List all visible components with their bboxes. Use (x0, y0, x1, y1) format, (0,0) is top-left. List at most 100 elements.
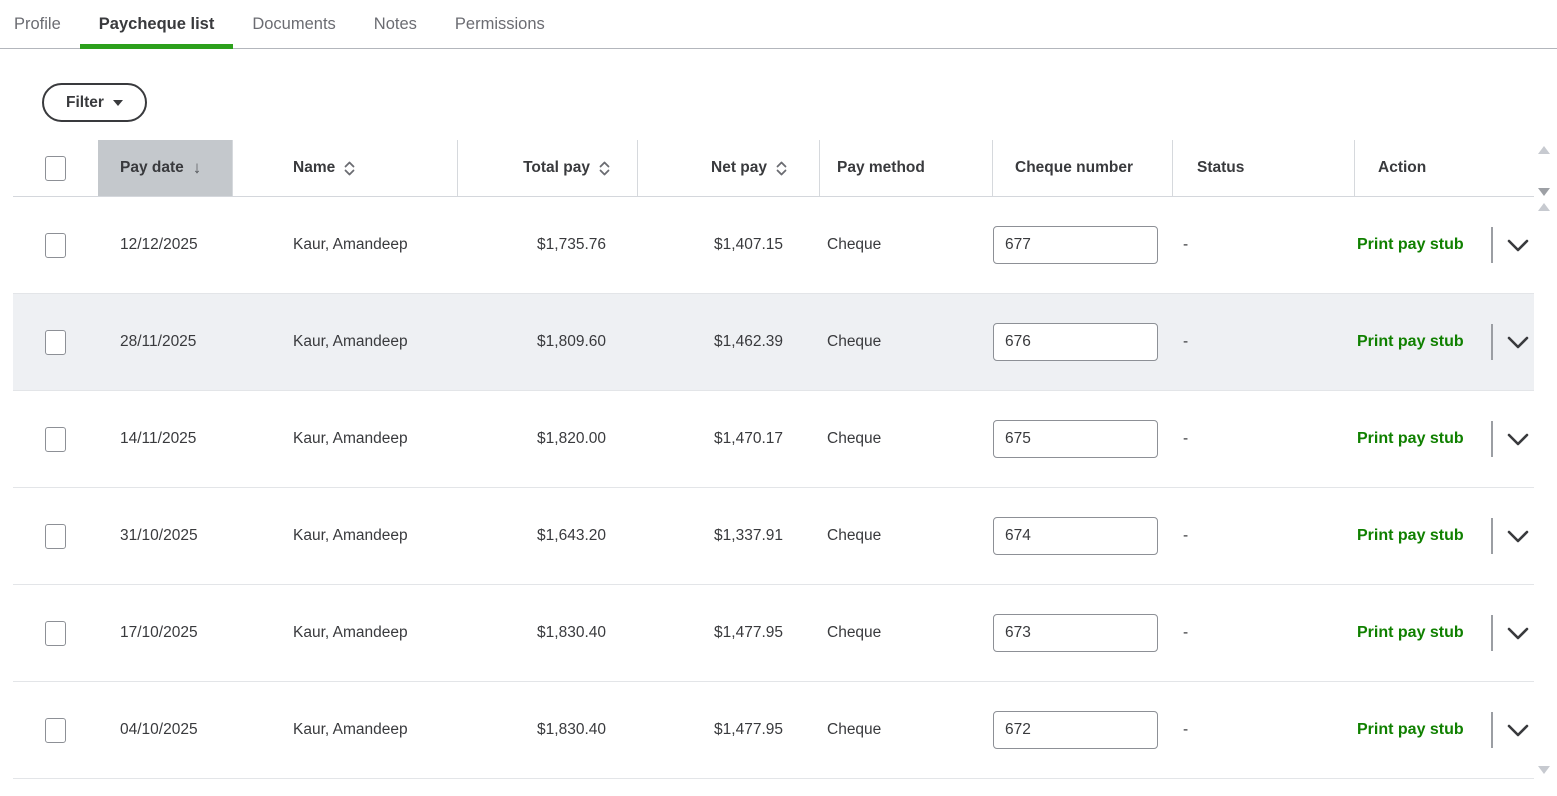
row-actions-dropdown-button[interactable] (1504, 430, 1532, 449)
action-cell: Print pay stub (1355, 488, 1534, 584)
pay-method-cell: Cheque (827, 236, 882, 253)
pay-date-cell: 28/11/2025 (120, 333, 197, 350)
cheque-number-input[interactable] (993, 226, 1158, 264)
row-select-cell (13, 391, 98, 487)
cheque-number-cell (993, 488, 1173, 584)
row-select-cell (13, 488, 98, 584)
scroll-down-icon[interactable] (1538, 766, 1550, 774)
row-checkbox[interactable] (45, 329, 66, 355)
print-pay-stub-link[interactable]: Print pay stub (1357, 721, 1464, 738)
cheque-number-cell (993, 197, 1173, 293)
header-status-label: Status (1197, 159, 1245, 176)
header-select-cell (13, 140, 98, 196)
print-pay-stub-link[interactable]: Print pay stub (1357, 624, 1464, 641)
net-pay-cell: $1,462.39 (714, 333, 783, 350)
tab-documents[interactable]: Documents (252, 14, 336, 33)
cheque-number-cell (993, 391, 1173, 487)
pay-date-cell: 14/11/2025 (120, 430, 197, 447)
header-action-label: Action (1378, 159, 1427, 176)
scroll-up-icon[interactable] (1538, 203, 1550, 211)
toolbar: Filter (0, 49, 1557, 140)
header-cheque-number-label: Cheque number (1015, 159, 1133, 176)
total-pay-cell: $1,643.20 (537, 527, 606, 544)
row-actions-dropdown-button[interactable] (1504, 721, 1532, 740)
cheque-number-input[interactable] (993, 614, 1158, 652)
header-net-pay-label: Net pay (711, 159, 767, 176)
header-cheque-number: Cheque number (993, 140, 1173, 196)
header-status: Status (1173, 140, 1355, 196)
action-cell: Print pay stub (1355, 682, 1534, 778)
header-name-label: Name (293, 159, 336, 176)
tab-notes[interactable]: Notes (373, 14, 417, 33)
filter-button-label: Filter (66, 93, 104, 111)
tab-bar: Profile Paycheque list Documents Notes P… (0, 0, 1557, 49)
pay-method-cell: Cheque (827, 430, 882, 447)
row-actions-dropdown-button[interactable] (1504, 527, 1532, 546)
select-all-checkbox[interactable] (45, 155, 66, 181)
scroll-down-icon[interactable] (1538, 188, 1550, 196)
row-actions-dropdown-button[interactable] (1504, 236, 1532, 255)
row-actions-dropdown-button[interactable] (1504, 333, 1532, 352)
header-pay-method: Pay method (820, 140, 993, 196)
net-pay-cell: $1,477.95 (714, 721, 783, 738)
filter-button[interactable]: Filter (42, 83, 147, 122)
print-pay-stub-link[interactable]: Print pay stub (1357, 527, 1464, 544)
cheque-number-input[interactable] (993, 420, 1158, 458)
pay-method-cell: Cheque (827, 333, 882, 350)
header-name[interactable]: Name (233, 140, 458, 196)
cheque-number-input[interactable] (993, 711, 1158, 749)
table-row: 17/10/2025 Kaur, Amandeep $1,830.40 $1,4… (13, 585, 1534, 682)
print-pay-stub-link[interactable]: Print pay stub (1357, 236, 1464, 253)
status-cell: - (1183, 430, 1189, 447)
total-pay-cell: $1,735.76 (537, 236, 606, 253)
header-pay-date[interactable]: Pay date ↓ (98, 140, 233, 196)
table-header-row: Pay date ↓ Name Total pay Net pay (13, 140, 1534, 197)
scroll-up-icon[interactable] (1538, 146, 1550, 154)
header-pay-date-label: Pay date (120, 159, 184, 176)
name-cell: Kaur, Amandeep (293, 430, 408, 447)
pay-date-cell: 04/10/2025 (120, 721, 198, 738)
total-pay-cell: $1,830.40 (537, 624, 606, 641)
action-divider (1491, 712, 1493, 748)
action-divider (1491, 227, 1493, 263)
net-pay-cell: $1,470.17 (714, 430, 783, 447)
action-cell: Print pay stub (1355, 585, 1534, 681)
row-checkbox[interactable] (45, 426, 66, 452)
caret-down-icon (112, 99, 123, 106)
action-divider (1491, 324, 1493, 360)
table-row: 31/10/2025 Kaur, Amandeep $1,643.20 $1,3… (13, 488, 1534, 585)
row-checkbox[interactable] (45, 620, 66, 646)
pay-method-cell: Cheque (827, 527, 882, 544)
print-pay-stub-link[interactable]: Print pay stub (1357, 333, 1464, 350)
header-net-pay[interactable]: Net pay (638, 140, 820, 196)
total-pay-cell: $1,820.00 (537, 430, 606, 447)
tab-permissions[interactable]: Permissions (454, 14, 545, 33)
tab-profile[interactable]: Profile (14, 14, 61, 33)
cheque-number-input[interactable] (993, 323, 1158, 361)
chevron-down-icon (1507, 239, 1529, 251)
chevron-down-icon (1507, 336, 1529, 348)
print-pay-stub-link[interactable]: Print pay stub (1357, 430, 1464, 447)
row-actions-dropdown-button[interactable] (1504, 624, 1532, 643)
table-row: 28/11/2025 Kaur, Amandeep $1,809.60 $1,4… (13, 294, 1534, 391)
cheque-number-input[interactable] (993, 517, 1158, 555)
row-checkbox[interactable] (45, 232, 66, 258)
name-cell: Kaur, Amandeep (293, 721, 408, 738)
cheque-number-cell (993, 294, 1173, 390)
total-pay-cell: $1,830.40 (537, 721, 606, 738)
row-checkbox[interactable] (45, 523, 66, 549)
net-pay-cell: $1,337.91 (714, 527, 783, 544)
net-pay-cell: $1,477.95 (714, 624, 783, 641)
header-total-pay[interactable]: Total pay (458, 140, 638, 196)
row-checkbox[interactable] (45, 717, 66, 743)
chevron-down-icon (1507, 627, 1529, 639)
cheque-number-cell (993, 585, 1173, 681)
pay-date-cell: 12/12/2025 (120, 236, 198, 253)
status-cell: - (1183, 624, 1189, 641)
status-cell: - (1183, 721, 1189, 738)
sort-toggle-icon (599, 161, 610, 175)
status-cell: - (1183, 236, 1189, 253)
tab-paycheque-list[interactable]: Paycheque list (79, 0, 234, 49)
status-cell: - (1183, 333, 1189, 350)
pay-method-cell: Cheque (827, 624, 882, 641)
